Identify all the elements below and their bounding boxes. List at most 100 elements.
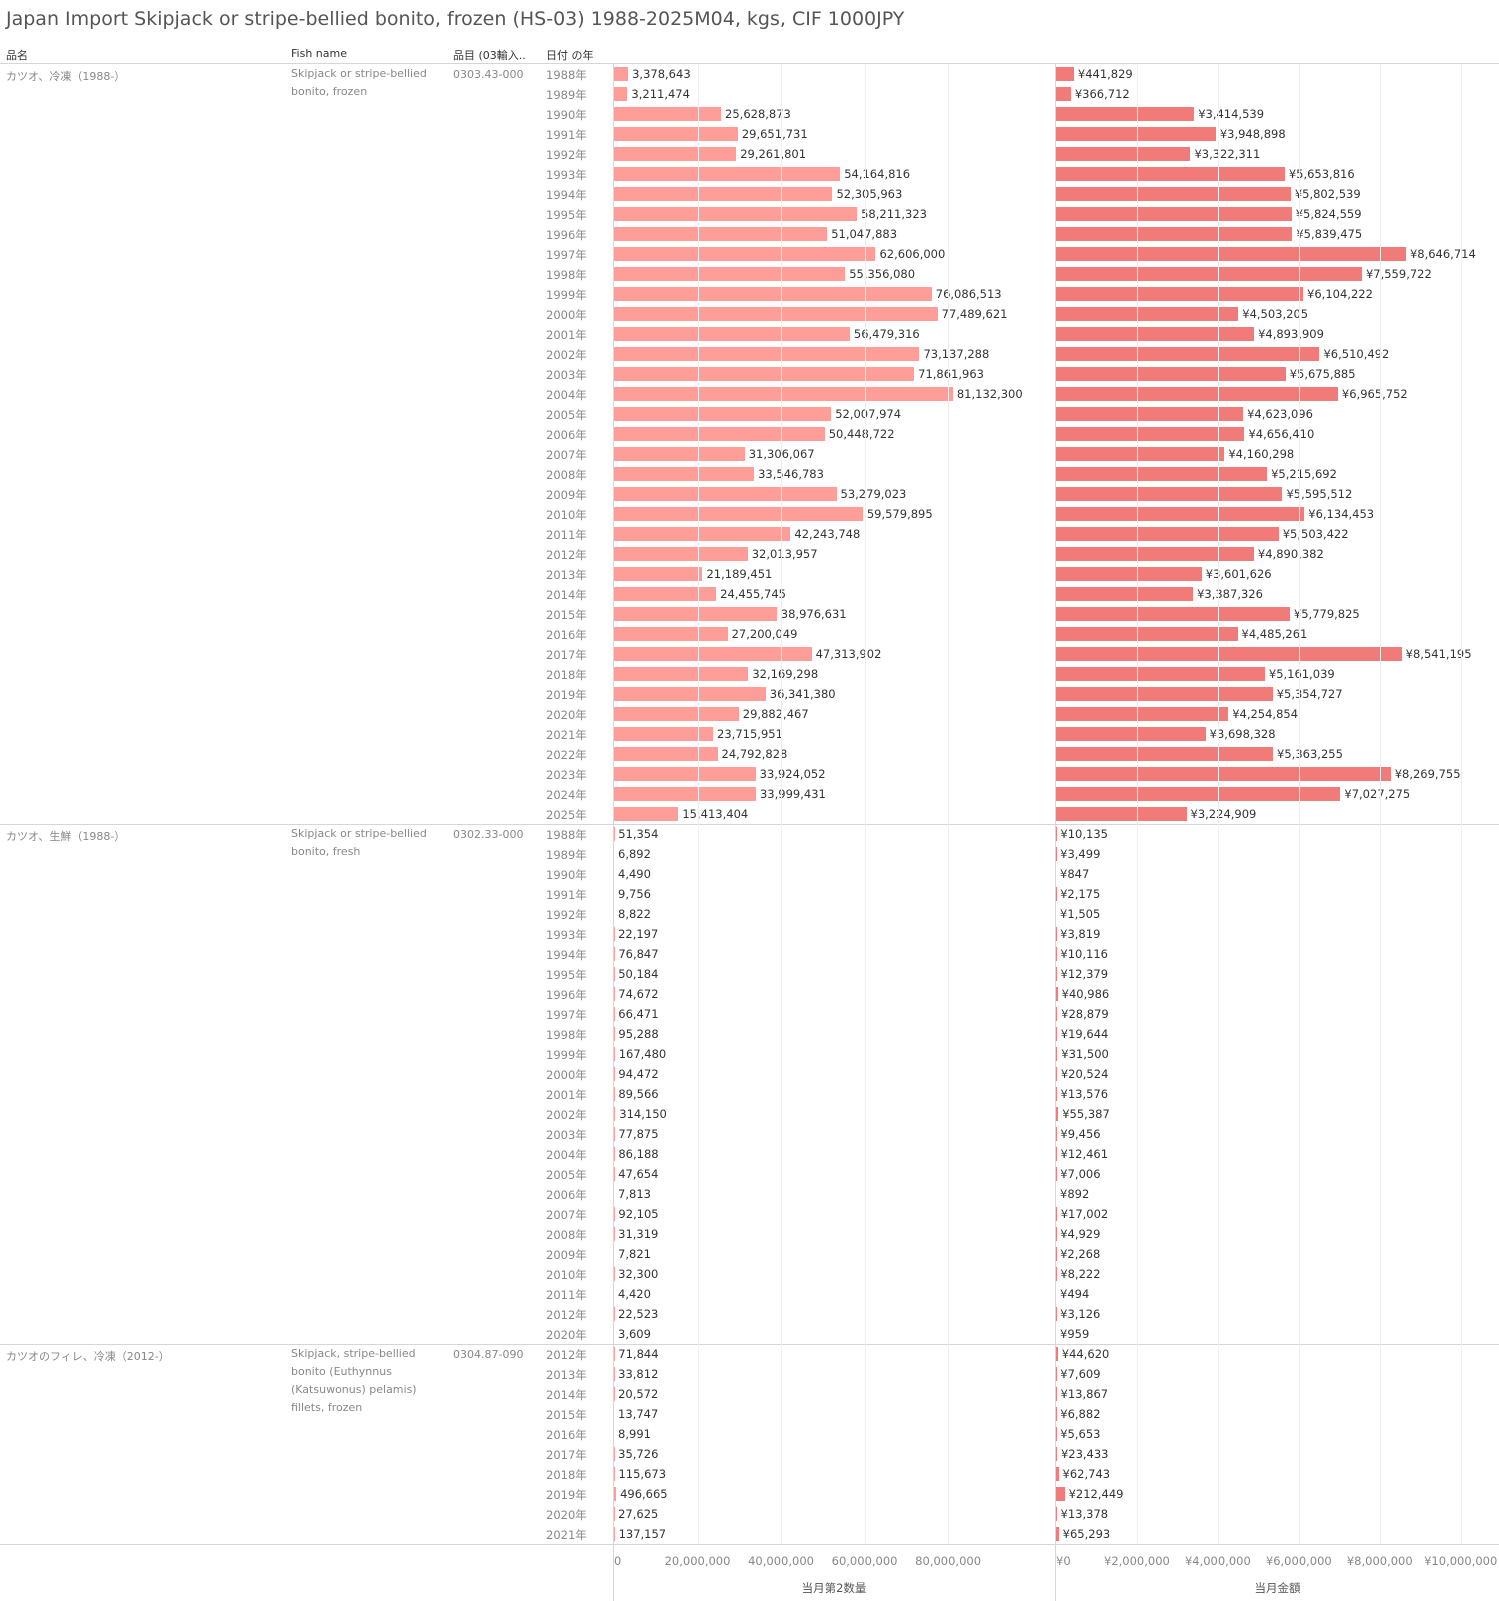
quantity-bar[interactable]	[614, 67, 629, 81]
quantity-bar[interactable]	[614, 627, 728, 641]
value-bar[interactable]	[1056, 1047, 1058, 1061]
value-bar[interactable]	[1056, 1347, 1058, 1361]
value-bar[interactable]	[1056, 287, 1304, 301]
value-bar[interactable]	[1056, 1467, 1059, 1481]
value-bar[interactable]	[1056, 247, 1406, 261]
value-bar[interactable]	[1056, 507, 1305, 521]
header-fish-name[interactable]: Fish name	[291, 47, 347, 60]
value-bar[interactable]	[1056, 167, 1285, 181]
quantity-bar[interactable]	[614, 587, 717, 601]
value-bar[interactable]	[1056, 807, 1187, 821]
value-bar[interactable]	[1056, 387, 1338, 401]
value-bar[interactable]	[1056, 707, 1229, 721]
value-bar[interactable]	[1056, 527, 1279, 541]
quantity-bar[interactable]	[614, 287, 932, 301]
value-bar[interactable]	[1056, 1147, 1057, 1161]
value-bar[interactable]	[1056, 347, 1320, 361]
quantity-bar[interactable]	[614, 1107, 616, 1121]
value-bar[interactable]	[1056, 1087, 1057, 1101]
quantity-bar[interactable]	[614, 187, 833, 201]
value-bar[interactable]	[1056, 547, 1254, 561]
value-bar[interactable]	[1056, 407, 1244, 421]
value-bar[interactable]	[1056, 987, 1058, 1001]
quantity-bar[interactable]	[614, 1527, 615, 1541]
quantity-bar[interactable]	[614, 147, 737, 161]
quantity-bar[interactable]	[614, 767, 756, 781]
quantity-bar[interactable]	[614, 467, 755, 481]
quantity-bar[interactable]	[614, 327, 850, 341]
value-bar[interactable]	[1056, 1487, 1065, 1501]
value-bar[interactable]	[1056, 67, 1074, 81]
quantity-bar[interactable]	[614, 387, 953, 401]
quantity-bar[interactable]	[614, 647, 812, 661]
value-bar[interactable]	[1056, 187, 1291, 201]
quantity-bar[interactable]	[614, 347, 920, 361]
value-bar[interactable]	[1056, 1447, 1057, 1461]
value-bar[interactable]	[1056, 687, 1273, 701]
value-bar[interactable]	[1056, 727, 1206, 741]
value-bar[interactable]	[1056, 327, 1255, 341]
value-bar[interactable]	[1056, 747, 1274, 761]
quantity-bar[interactable]	[614, 447, 745, 461]
quantity-bar[interactable]	[614, 567, 703, 581]
quantity-bar[interactable]	[614, 687, 766, 701]
value-bar[interactable]	[1056, 427, 1245, 441]
quantity-bar[interactable]	[614, 1487, 617, 1501]
quantity-bar[interactable]	[614, 207, 858, 221]
value-bar[interactable]	[1056, 647, 1402, 661]
quantity-bar[interactable]	[614, 427, 825, 441]
quantity-bar[interactable]	[614, 127, 738, 141]
header-code[interactable]: 品目 (03輸入..	[453, 49, 526, 62]
value-bar[interactable]	[1056, 87, 1071, 101]
value-bar[interactable]	[1056, 627, 1238, 641]
quantity-bar[interactable]	[614, 667, 749, 681]
quantity-bar[interactable]	[614, 527, 791, 541]
value-bar[interactable]	[1056, 567, 1202, 581]
value-bar[interactable]	[1056, 107, 1195, 121]
value-bar[interactable]	[1056, 307, 1239, 321]
quantity-bar[interactable]	[614, 1047, 615, 1061]
value-bar[interactable]	[1056, 467, 1268, 481]
quantity-bar[interactable]	[614, 167, 841, 181]
quantity-bar[interactable]	[614, 747, 718, 761]
value-bar[interactable]	[1056, 147, 1191, 161]
quantity-bar[interactable]	[614, 487, 837, 501]
quantity-bar[interactable]	[614, 367, 915, 381]
quantity-bar[interactable]	[614, 727, 714, 741]
value-bar[interactable]	[1056, 667, 1265, 681]
quantity-bar[interactable]	[614, 507, 863, 521]
quantity-bar[interactable]	[614, 107, 722, 121]
value-bar[interactable]	[1056, 1387, 1057, 1401]
value-bar[interactable]	[1056, 487, 1283, 501]
quantity-bar[interactable]	[614, 607, 777, 621]
value-bar[interactable]	[1056, 607, 1290, 621]
value-bar[interactable]	[1056, 587, 1194, 601]
value-bar[interactable]	[1056, 1527, 1059, 1541]
value-bar[interactable]	[1056, 967, 1057, 981]
quantity-bar[interactable]	[614, 787, 756, 801]
quantity-bar[interactable]	[614, 87, 628, 101]
value-bar[interactable]	[1056, 787, 1341, 801]
quantity-bar[interactable]	[614, 407, 832, 421]
quantity-bar[interactable]	[614, 227, 828, 241]
quantity-bar[interactable]	[614, 307, 938, 321]
quantity-bar[interactable]	[614, 807, 679, 821]
value-bar[interactable]	[1056, 1507, 1057, 1521]
value-bar[interactable]	[1056, 227, 1293, 241]
value-bar[interactable]	[1056, 447, 1225, 461]
value-bar[interactable]	[1056, 1007, 1058, 1021]
quantity-bar[interactable]	[614, 547, 748, 561]
value-bar[interactable]	[1056, 1067, 1057, 1081]
value-bar[interactable]	[1056, 267, 1362, 281]
value-bar[interactable]	[1056, 207, 1292, 221]
value-bar[interactable]	[1056, 767, 1391, 781]
quantity-bar[interactable]	[614, 247, 876, 261]
quantity-bar[interactable]	[614, 267, 846, 281]
value-bar[interactable]	[1056, 1207, 1057, 1221]
value-bar[interactable]	[1056, 1107, 1059, 1121]
value-bar[interactable]	[1056, 1027, 1057, 1041]
header-name-jp[interactable]: 品名	[6, 49, 28, 62]
value-bar[interactable]	[1056, 127, 1216, 141]
header-year[interactable]: 日付 の年	[546, 49, 594, 62]
quantity-bar[interactable]	[614, 707, 739, 721]
